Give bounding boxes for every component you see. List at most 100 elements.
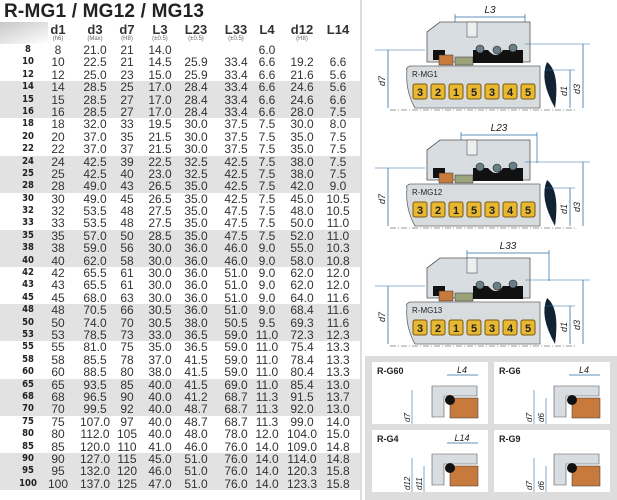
table-cell: 27 [120, 104, 134, 119]
table-cell: 78.4 [290, 352, 314, 367]
seat-diagram: R-G6 L4 d7 d6 [494, 362, 610, 424]
table-cell: 7.5 [258, 179, 276, 194]
part-badge: 5 [520, 201, 536, 218]
table-cell: 37.0 [148, 352, 172, 367]
table-cell: 65.5 [83, 278, 107, 293]
table-cell: 28.0 [290, 104, 314, 119]
size-label: 35 [22, 229, 34, 241]
table-cell: 17.0 [148, 92, 172, 107]
table-cell: 9.5 [258, 315, 276, 330]
table-cell: 72.3 [290, 327, 314, 342]
table-cell: 30.0 [148, 266, 172, 281]
table-cell: 43 [51, 278, 65, 293]
table-cell: 25 [120, 80, 134, 95]
table-cell: 48 [120, 204, 134, 219]
table-cell: 91.5 [290, 389, 314, 404]
svg-text:L3: L3 [484, 5, 496, 16]
table-cell: 47.5 [224, 228, 248, 243]
table-row: 15 15 28.5 27 17.0 28.4 33.4 6.6 24.6 6.6 [0, 92, 360, 107]
table-cell: 51.0 [184, 464, 208, 479]
size-label: 25 [22, 167, 34, 179]
table-cell: 8 [54, 43, 62, 57]
table-row: 68 68 96.5 90 40.0 41.2 68.7 11.3 91.5 13.7 [0, 391, 360, 403]
size-label: 60 [22, 366, 34, 378]
table-cell: 69.0 [224, 377, 248, 392]
table-row: 25 25 42.5 40 23.0 32.5 42.5 7.5 38.0 7.5 [0, 166, 360, 181]
d7-dimension: d7 [375, 167, 425, 226]
size-label: 95 [22, 465, 34, 477]
part-badge: 3 [412, 319, 428, 336]
table-cell: 13.7 [326, 389, 350, 404]
table-cell: 68.0 [83, 290, 107, 305]
table-cell: 42 [51, 266, 65, 281]
column-name: d12 [290, 22, 314, 37]
table-cell: 11.3 [255, 389, 279, 404]
table-row: 42 42 65.5 61 30.0 36.0 51.0 9.0 62.0 12.0 [0, 266, 360, 281]
seat-model-label: R-G6 [499, 366, 521, 376]
table-cell: 49.0 [83, 191, 107, 206]
table-cell: 42.5 [224, 191, 248, 206]
table-cell: 45 [51, 290, 65, 305]
table-cell: 37.0 [83, 142, 107, 157]
seal-model-label: R-MG1 [412, 70, 438, 79]
seal-face [454, 292, 474, 302]
size-label: 43 [22, 279, 34, 291]
table-cell: 38.0 [184, 315, 208, 330]
table-cell: 33.4 [224, 80, 248, 95]
table-cell: 10.5 [326, 191, 350, 206]
table-row: 18 18 32.0 33 19.5 30.0 37.5 7.5 30.0 8.0 [0, 118, 360, 131]
table-cell: 80 [120, 365, 134, 380]
seal-face [454, 56, 474, 66]
svg-text:L23: L23 [491, 123, 508, 134]
table-cell: 27 [120, 92, 134, 107]
table-cell: 76.0 [224, 439, 248, 454]
part-badge: 3 [484, 319, 500, 336]
table-cell: 58 [120, 253, 134, 268]
svg-text:3: 3 [417, 323, 423, 335]
size-label: 40 [22, 254, 34, 266]
table-cell: 41.5 [184, 365, 208, 380]
table-cell: 35.0 [184, 216, 208, 231]
table-row: 16 16 28.5 27 17.0 28.4 33.4 6.6 28.0 7.5 [0, 106, 360, 118]
header-corner [0, 22, 48, 44]
table-row: 38 38 59.0 56 30.0 36.0 46.0 9.0 55.0 10.3 [0, 242, 360, 255]
table-cell: 76.0 [224, 476, 248, 491]
table-cell: 68.4 [290, 303, 314, 318]
table-cell: 35.0 [184, 228, 208, 243]
column-header: d12 (H8) [282, 23, 322, 43]
column-name: L3 [152, 22, 168, 37]
table-row: 20 20 37.0 35 21.5 30.0 37.5 7.5 35.0 7.5 [0, 130, 360, 143]
size-label: 42 [22, 267, 34, 279]
table-row: 50 50 74.0 70 30.5 38.0 50.5 9.5 69.3 11.6 [0, 315, 360, 330]
table-cell: 12.0 [326, 278, 350, 293]
table-cell: 11.0 [255, 340, 279, 355]
table-cell: 53 [51, 327, 65, 342]
svg-text:d12: d12 [403, 476, 412, 490]
table-cell: 12.0 [326, 266, 350, 281]
table-cell: 105 [116, 427, 138, 442]
table-cell: 28.5 [83, 92, 107, 107]
table-cell: 23 [120, 67, 134, 82]
table-cell: 46.0 [224, 253, 248, 268]
table-cell: 28.5 [83, 104, 107, 119]
table-cell: 7.5 [258, 191, 276, 206]
seat-ring [438, 172, 454, 184]
part-badge: 2 [430, 201, 446, 218]
svg-text:d7: d7 [525, 481, 534, 490]
column-header: L33 (±0.5) [216, 23, 256, 43]
bellows [473, 50, 523, 63]
seat-ring [438, 54, 454, 66]
table-cell: 24 [51, 154, 65, 169]
table-cell: 42.5 [83, 166, 107, 181]
table-cell: 7.5 [258, 216, 276, 231]
table-row: 70 70 99.5 92 40.0 48.7 68.7 11.3 92.0 13.0 [0, 402, 360, 417]
table-cell: 48.7 [184, 414, 208, 429]
column-name: d3 [87, 22, 103, 37]
part-badge: 4 [502, 83, 518, 100]
table-cell: 13.0 [326, 402, 350, 417]
table-cell: 76.0 [224, 464, 248, 479]
table-cell: 6.6 [329, 55, 347, 70]
table-cell: 57.0 [83, 228, 107, 243]
seat-model-label: R-G60 [377, 366, 404, 376]
table-row: 55 55 81.0 75 35.0 36.5 59.0 11.0 75.4 13.3 [0, 340, 360, 355]
